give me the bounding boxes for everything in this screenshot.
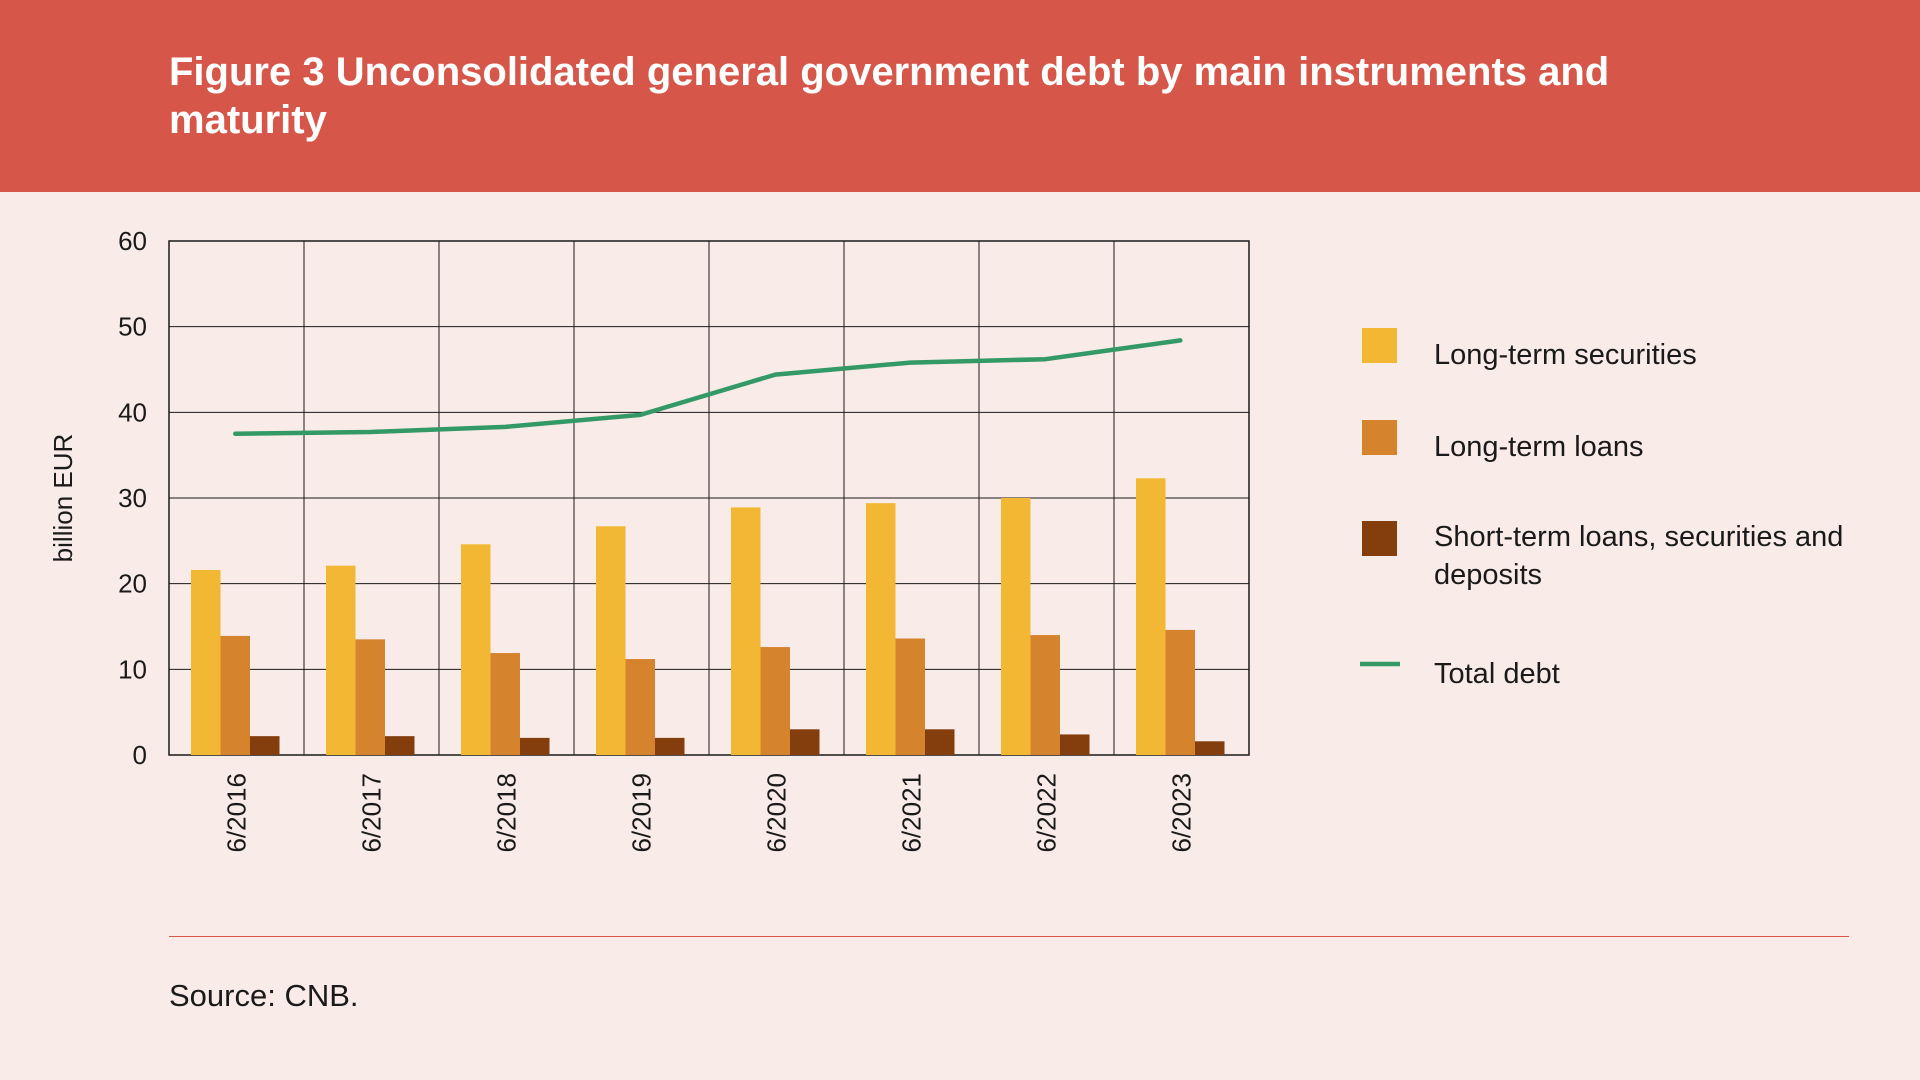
bar-long-term-loans xyxy=(220,635,250,755)
bar-short-term xyxy=(385,736,415,755)
bar-short-term xyxy=(790,729,820,755)
legend: Long-term securities Long-term loans Short… xyxy=(1360,328,1843,690)
bar-long-term-securities xyxy=(191,569,221,755)
x-tick-label: 6/2019 xyxy=(627,773,657,853)
bar-long-term-loans xyxy=(625,659,655,755)
y-tick-label: 10 xyxy=(118,654,147,684)
bar-long-term-securities xyxy=(731,507,761,755)
legend-long-term-securities: Long-term securities xyxy=(1362,328,1697,371)
bar-long-term-securities xyxy=(1001,498,1031,755)
bar-long-term-loans xyxy=(895,638,925,755)
legend-long-term-loans: Long-term loans xyxy=(1362,420,1644,463)
footer-divider xyxy=(169,936,1849,937)
bar-short-term xyxy=(655,737,685,755)
bar-short-term xyxy=(1195,741,1225,755)
bar-short-term xyxy=(925,729,955,755)
bar-short-term xyxy=(520,737,550,755)
bar-short-term xyxy=(1060,734,1090,755)
x-tick-label: 6/2023 xyxy=(1167,773,1197,853)
x-tick-label: 6/2021 xyxy=(897,773,927,853)
y-tick-label: 30 xyxy=(118,483,147,513)
figure-header: Figure 3 Unconsolidated general governme… xyxy=(0,0,1920,192)
legend-swatch xyxy=(1362,521,1397,556)
y-tick-label: 0 xyxy=(133,740,147,770)
bar-long-term-loans xyxy=(490,653,520,755)
legend-swatch xyxy=(1362,328,1397,363)
legend-label: Long-term securities xyxy=(1434,339,1697,371)
x-axis: 6/2016 6/2017 6/2018 6/2019 6/2020 6/2021 6/20… xyxy=(222,773,1197,853)
bar-long-term-loans xyxy=(355,639,385,755)
total-debt-line xyxy=(233,338,1183,437)
bar-long-term-securities xyxy=(596,526,626,755)
legend-short-term: Short-term loans, securities and deposits xyxy=(1362,521,1843,591)
bar-long-term-securities xyxy=(1136,478,1166,755)
x-tick-label: 6/2018 xyxy=(492,773,522,853)
plot-line xyxy=(233,338,1183,437)
plot-bars xyxy=(191,478,1225,755)
x-tick-label: 6/2017 xyxy=(357,773,387,853)
plot-frame xyxy=(168,240,1250,756)
legend-swatch xyxy=(1362,420,1397,455)
bar-long-term-loans xyxy=(760,647,790,755)
x-tick-label: 6/2022 xyxy=(1032,773,1062,853)
legend-total-debt: Total debt xyxy=(1360,658,1560,690)
legend-label: Short-term loans, securities and xyxy=(1434,521,1843,553)
y-axis-title: billion EUR xyxy=(48,434,78,563)
bar-long-term-securities xyxy=(461,544,491,755)
y-tick-label: 60 xyxy=(118,226,147,256)
x-tick-label: 6/2020 xyxy=(762,773,792,853)
bar-long-term-loans xyxy=(1030,635,1060,755)
bar-long-term-loans xyxy=(1165,629,1195,755)
legend-label: Long-term loans xyxy=(1434,431,1644,463)
y-axis: 0 10 20 30 40 50 60 xyxy=(118,226,147,770)
bar-long-term-securities xyxy=(866,503,896,755)
bar-long-term-securities xyxy=(326,565,356,755)
legend-label: deposits xyxy=(1434,559,1542,591)
bar-short-term xyxy=(250,736,280,755)
source-note: Source: CNB. xyxy=(169,978,359,1013)
legend-label: Total debt xyxy=(1434,658,1560,690)
y-tick-label: 40 xyxy=(118,397,147,427)
plot-grid xyxy=(168,240,1250,756)
y-tick-label: 20 xyxy=(118,569,147,599)
figure-title: Figure 3 Unconsolidated general governme… xyxy=(169,50,1610,142)
y-tick-label: 50 xyxy=(118,312,147,342)
x-tick-label: 6/2016 xyxy=(222,773,252,853)
